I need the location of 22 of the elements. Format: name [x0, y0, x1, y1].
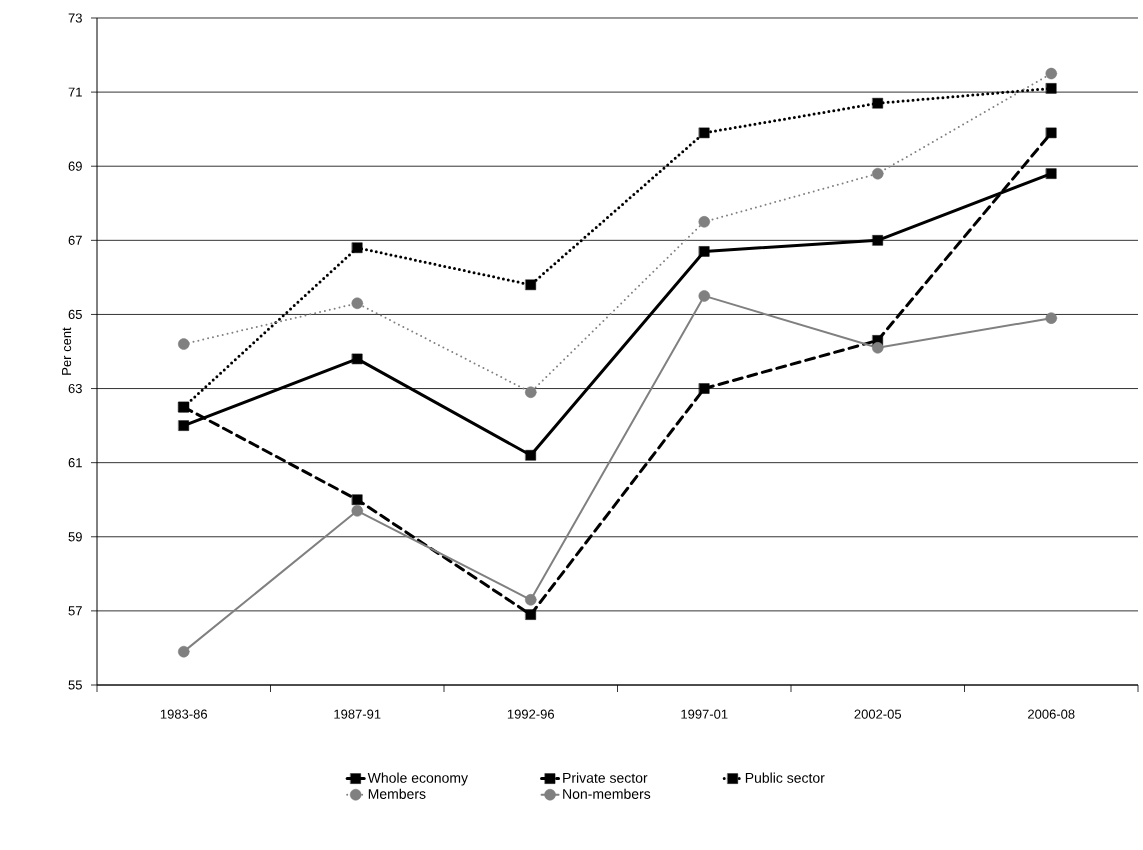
y-tick-label: 57	[68, 606, 82, 616]
y-tick-label: 55	[68, 680, 82, 690]
y-tick-label: 67	[68, 235, 82, 245]
legend-label: Public sector	[745, 772, 825, 783]
y-tick-label: 73	[68, 13, 82, 23]
legend-label: Private sector	[563, 772, 648, 783]
x-tick-label: 2006-08	[1028, 709, 1075, 719]
x-tick-label: 2002-05	[854, 709, 902, 719]
y-tick-label: 61	[68, 458, 82, 468]
y-tick-label: 59	[68, 532, 82, 542]
y-axis-title: Per cent	[62, 327, 72, 375]
x-tick-label: 1987-91	[334, 709, 381, 719]
legend-label: Non-members	[563, 788, 651, 799]
x-tick-label: 1997-01	[681, 709, 728, 719]
x-tick-label: 1992-96	[507, 709, 555, 719]
legend-label: Whole economy	[367, 772, 468, 786]
y-tick-label: 63	[68, 383, 82, 394]
y-tick-label: 69	[68, 161, 82, 171]
y-tick-label: 65	[68, 309, 82, 320]
x-tick-label: 1983-86	[160, 709, 208, 719]
legend-label: Members	[368, 788, 426, 799]
y-tick-label: 71	[68, 87, 82, 97]
